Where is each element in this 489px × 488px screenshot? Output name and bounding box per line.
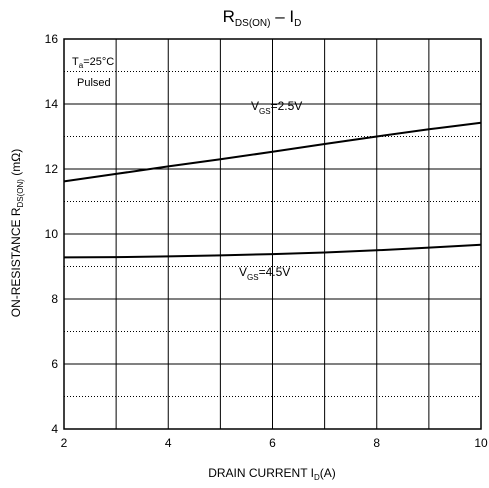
series-label-vgs-4-5: VGS=4.5V [239,265,290,282]
y-tick-label: 8 [51,292,58,306]
x-tick-label: 6 [269,436,276,450]
x-tick-label: 4 [165,436,172,450]
chart-title: RDS(ON) – ID [223,7,302,29]
x-tick-labels: 2 4 6 8 10 [61,436,488,450]
series-group [63,121,482,259]
x-tick-label: 10 [474,436,488,450]
series-label-vgs-2-5: VGS=2.5V [251,99,302,116]
grid [64,39,481,429]
x-axis-label: DRAIN CURRENT ID(A) [208,466,336,482]
y-tick-label: 10 [45,227,59,241]
y-tick-label: 6 [51,357,58,371]
plot-frame [63,38,482,430]
temperature-condition: Ta=25°C [72,56,114,70]
y-tick-label: 14 [45,97,59,111]
y-axis-label: ON-RESISTANCE RDS(ON) (mΩ) [9,149,25,318]
series-line-0 [63,121,482,183]
series-line-1 [63,243,482,259]
pulsed-condition: Pulsed [77,77,111,89]
x-tick-label: 2 [61,436,68,450]
y-tick-labels: 4 6 8 10 12 14 16 [45,32,59,436]
x-tick-label: 8 [373,436,380,450]
y-tick-label: 16 [45,32,59,46]
y-tick-label: 4 [51,422,58,436]
y-tick-label: 12 [45,162,59,176]
